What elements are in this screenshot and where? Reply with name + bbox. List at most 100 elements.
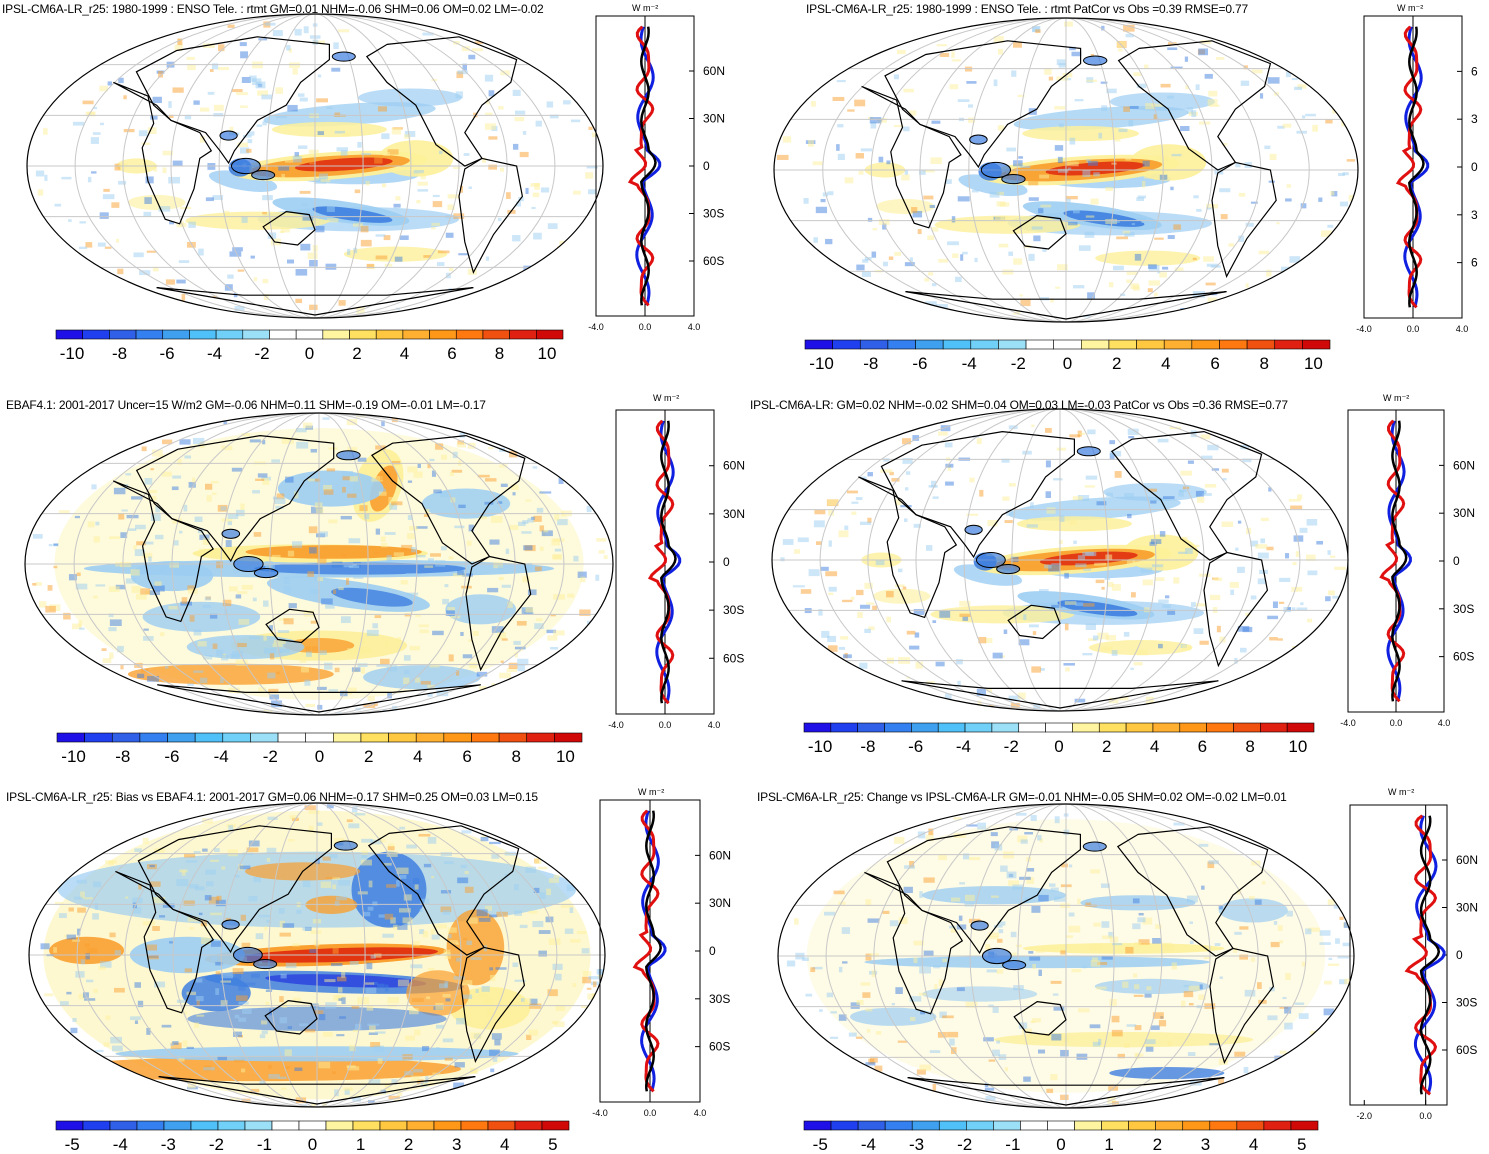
map-panel xyxy=(773,17,1359,323)
map-panel xyxy=(28,802,606,1108)
colorbar-label: -4 xyxy=(207,344,222,363)
colorbar-label: 0 xyxy=(1054,737,1063,756)
profile-obs-line xyxy=(1386,420,1412,702)
profile-model-line xyxy=(1379,419,1406,703)
x-tick-label: -4.0 xyxy=(592,1108,608,1118)
x-tick-label: 0.0 xyxy=(639,322,652,332)
profile-obs-line xyxy=(1403,26,1430,308)
zonal-profile: 6 3 0 3 6 -4.0 0.0 4.0 xyxy=(1356,15,1478,334)
colorbar-label: 1 xyxy=(356,1135,365,1154)
colorbar-swatch xyxy=(1074,1120,1102,1131)
colorbar-swatch xyxy=(1155,1120,1184,1131)
lat-tick-label: 60N xyxy=(709,848,731,862)
colorbar-swatch xyxy=(1020,1120,1048,1131)
colorbar: -10 -8 -6 -4 -2 0 2 4 6 8 10 xyxy=(803,722,1315,756)
colorbar-swatch xyxy=(803,1120,832,1131)
colorbar-swatch xyxy=(541,1120,570,1131)
colorbar-swatch xyxy=(1302,339,1331,350)
lat-tick-label: 6 xyxy=(1471,64,1478,78)
profile-model-line xyxy=(1395,25,1423,309)
colorbar: -10 -8 -6 -4 -2 0 2 4 6 8 10 xyxy=(55,329,564,363)
colorbar-label: -2 xyxy=(1011,354,1026,373)
colorbar-label: 10 xyxy=(556,747,575,766)
panel-title: IPSL-CM6A-LR: GM=0.02 NHM=-0.02 SHM=0.04… xyxy=(750,398,1288,412)
profile-obs-line xyxy=(640,810,667,1092)
colorbar-swatch xyxy=(1101,1120,1129,1131)
zonal-profile: 60N 30N 0 30S 60S -4.0 0.0 4.0 xyxy=(592,799,731,1118)
lat-tick-label: 30N xyxy=(723,507,745,521)
x-tick-label: 0.0 xyxy=(659,720,672,730)
unit-label: W m⁻² xyxy=(632,3,659,13)
colorbar-label: 0 xyxy=(315,747,324,766)
colorbar-label: 0 xyxy=(1063,354,1072,373)
profile-mean-line xyxy=(1391,420,1408,702)
colorbar-label: -5 xyxy=(813,1135,828,1154)
colorbar-label: -10 xyxy=(808,737,833,756)
colorbar-label: 8 xyxy=(1260,354,1269,373)
colorbar-label: -2 xyxy=(957,1135,972,1154)
colorbar-swatch xyxy=(911,1120,940,1131)
lat-tick-label: 30N xyxy=(709,896,731,910)
lat-tick-label: 60N xyxy=(703,64,725,78)
colorbar-label: -3 xyxy=(909,1135,924,1154)
lat-tick-label: 6 xyxy=(1471,256,1478,270)
colorbar-label: -6 xyxy=(908,737,923,756)
colorbar-label: -2 xyxy=(1004,737,1019,756)
panel-title: IPSL-CM6A-LR_r25: 1980-1999 : ENSO Tele.… xyxy=(806,2,1248,16)
lat-tick-label: 3 xyxy=(1471,112,1478,126)
profile-model-line xyxy=(627,25,655,307)
colorbar-label: -4 xyxy=(956,737,971,756)
colorbar-label: 1 xyxy=(1104,1135,1113,1154)
colorbar-swatch xyxy=(993,1120,1021,1131)
lat-tick-label: 60N xyxy=(1453,458,1475,472)
map-panel xyxy=(771,408,1349,712)
lat-tick-label: 3 xyxy=(1471,208,1478,222)
colorbar-label: 4 xyxy=(413,747,422,766)
colorbar-label: 2 xyxy=(1102,737,1111,756)
colorbar-label: 5 xyxy=(548,1135,557,1154)
x-tick-label: -4.0 xyxy=(588,322,604,332)
colorbar-label: 6 xyxy=(1210,354,1219,373)
colorbar-label: -6 xyxy=(912,354,927,373)
lat-tick-label: 0 xyxy=(709,944,716,958)
colorbar-swatch xyxy=(857,1120,886,1131)
colorbar-label: 3 xyxy=(1201,1135,1210,1154)
colorbar: -5 -4 -3 -2 -1 0 1 2 3 4 5 xyxy=(55,1120,570,1154)
panel-title: IPSL-CM6A-LR_r25: Change vs IPSL-CM6A-LR… xyxy=(757,790,1287,804)
colorbar-swatch xyxy=(536,329,564,340)
profile-obs-line xyxy=(635,26,662,306)
colorbar-label: -6 xyxy=(164,747,179,766)
map-panel xyxy=(777,803,1355,1109)
colorbar-label: -4 xyxy=(962,354,977,373)
colorbar-swatch xyxy=(1286,722,1315,733)
x-tick-label: 0.0 xyxy=(1390,718,1403,728)
colorbar-label: 0 xyxy=(305,344,314,363)
lat-tick-label: 0 xyxy=(1471,160,1478,174)
colorbar-label: 2 xyxy=(404,1135,413,1154)
lat-tick-label: 60N xyxy=(1456,853,1478,867)
x-tick-label: 0.0 xyxy=(1407,324,1420,334)
colorbar-label: -2 xyxy=(209,1135,224,1154)
lat-tick-label: 30N xyxy=(1453,506,1475,520)
profile-obs-line xyxy=(1413,815,1446,1095)
lat-tick-label: 60S xyxy=(1456,1043,1477,1057)
colorbar-label: -3 xyxy=(161,1135,176,1154)
colorbar-label: 2 xyxy=(352,344,361,363)
lat-tick-label: 30S xyxy=(723,603,744,617)
lat-tick-label: 30N xyxy=(703,112,725,126)
panel-title: IPSL-CM6A-LR_r25: 1980-1999 : ENSO Tele.… xyxy=(2,2,544,16)
colorbar-label: -10 xyxy=(61,747,86,766)
colorbar-label: 4 xyxy=(1150,737,1159,756)
panel-title: EBAF4.1: 2001-2017 Uncer=15 W/m2 GM=-0.0… xyxy=(6,398,486,412)
colorbar-swatch xyxy=(830,1120,859,1131)
lat-tick-label: 0 xyxy=(1456,948,1463,962)
colorbar-swatch xyxy=(1128,1120,1156,1131)
colorbar-label: -6 xyxy=(159,344,174,363)
unit-label: W m⁻² xyxy=(1397,3,1424,13)
colorbar-label: 8 xyxy=(495,344,504,363)
colorbar-label: -10 xyxy=(809,354,834,373)
lat-tick-label: 30S xyxy=(703,207,724,221)
lat-tick-label: 30S xyxy=(1453,602,1474,616)
